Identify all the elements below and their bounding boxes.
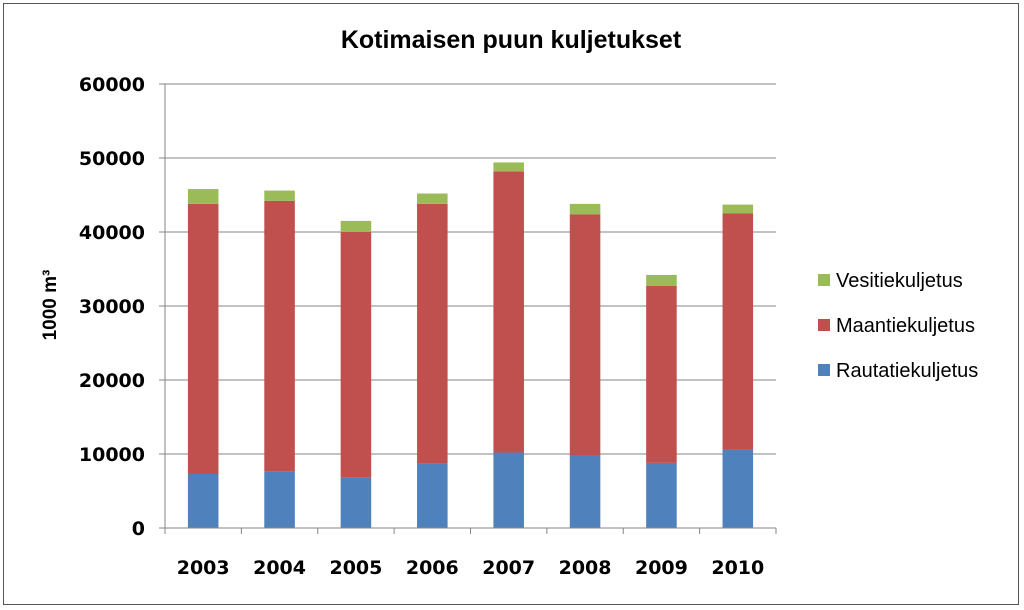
y-tick-labels: 0 10000 20000 30000 40000 50000 60000 <box>79 74 145 540</box>
bar-segment-rautatiekuljetus-2003 <box>187 473 219 528</box>
bar-segment-rautatiekuljetus-2006 <box>417 463 448 528</box>
y-axis-label: 1000 m³ <box>40 270 61 341</box>
y-tick-label: 30000 <box>79 296 145 318</box>
bar-segment-maantiekuljetus-2004 <box>264 200 295 472</box>
legend-label-rautatiekuljetus: Rautatiekuljetus <box>836 360 978 382</box>
y-tick-label: 60000 <box>79 74 145 96</box>
legend-swatch-rautatiekuljetus <box>818 364 830 376</box>
x-tick-labels: 2003 2004 2005 2006 2007 2008 2009 2010 <box>177 557 765 579</box>
bar-segment-maantiekuljetus-2005 <box>340 232 372 478</box>
bar-segment-rautatiekuljetus-2009 <box>646 462 677 528</box>
bar-segment-rautatiekuljetus-2008 <box>569 455 601 528</box>
bar-segment-maantiekuljetus-2010 <box>722 213 754 450</box>
bar-segment-rautatiekuljetus-2004 <box>264 471 295 528</box>
x-tick-label: 2008 <box>559 557 612 579</box>
y-tick-label: 0 <box>132 518 145 540</box>
bar-segment-vesitiekuljetus-2004 <box>264 190 295 201</box>
bar-segment-maantiekuljetus-2006 <box>417 203 448 464</box>
bar-segment-maantiekuljetus-2009 <box>646 286 677 463</box>
bar-segment-maantiekuljetus-2008 <box>569 214 601 456</box>
legend-swatch-vesitiekuljetus <box>818 274 830 286</box>
gridlines <box>159 83 776 529</box>
chart-title: Kotimaisen puun kuljetukset <box>341 26 682 54</box>
bar-segment-maantiekuljetus-2003 <box>187 203 219 474</box>
bar-segment-vesitiekuljetus-2009 <box>646 274 677 287</box>
x-tick-label: 2010 <box>711 557 764 579</box>
bar-segment-vesitiekuljetus-2006 <box>417 193 448 204</box>
x-tick-label: 2005 <box>329 557 382 579</box>
y-tick-label: 20000 <box>79 370 145 392</box>
bar-segment-vesitiekuljetus-2010 <box>722 204 754 214</box>
bar-segment-vesitiekuljetus-2003 <box>187 189 219 204</box>
bar-segment-vesitiekuljetus-2008 <box>569 203 601 215</box>
x-tick-label: 2009 <box>635 557 688 579</box>
bar-segment-vesitiekuljetus-2005 <box>340 220 372 232</box>
y-tick-label: 40000 <box>79 222 145 244</box>
legend-label-vesitiekuljetus: Vesitiekuljetus <box>836 270 963 292</box>
bar-segment-vesitiekuljetus-2007 <box>493 162 524 172</box>
bar-segment-rautatiekuljetus-2007 <box>493 452 524 528</box>
x-tick-label: 2003 <box>177 557 230 579</box>
bars <box>187 162 754 528</box>
bar-segment-maantiekuljetus-2007 <box>493 171 524 453</box>
y-tick-label: 50000 <box>79 148 145 170</box>
legend: Vesitiekuljetus Maantiekuljetus Rautatieku… <box>818 270 978 382</box>
bar-segment-rautatiekuljetus-2010 <box>722 449 754 528</box>
x-tick-label: 2006 <box>406 557 459 579</box>
axes <box>164 84 777 534</box>
chart-frame <box>3 3 1019 605</box>
legend-label-maantiekuljetus: Maantiekuljetus <box>836 315 975 337</box>
y-tick-label: 10000 <box>79 444 145 466</box>
x-tick-label: 2004 <box>253 557 306 579</box>
legend-swatch-maantiekuljetus <box>818 319 830 331</box>
x-tick-label: 2007 <box>482 557 535 579</box>
bar-segment-rautatiekuljetus-2005 <box>340 477 372 528</box>
